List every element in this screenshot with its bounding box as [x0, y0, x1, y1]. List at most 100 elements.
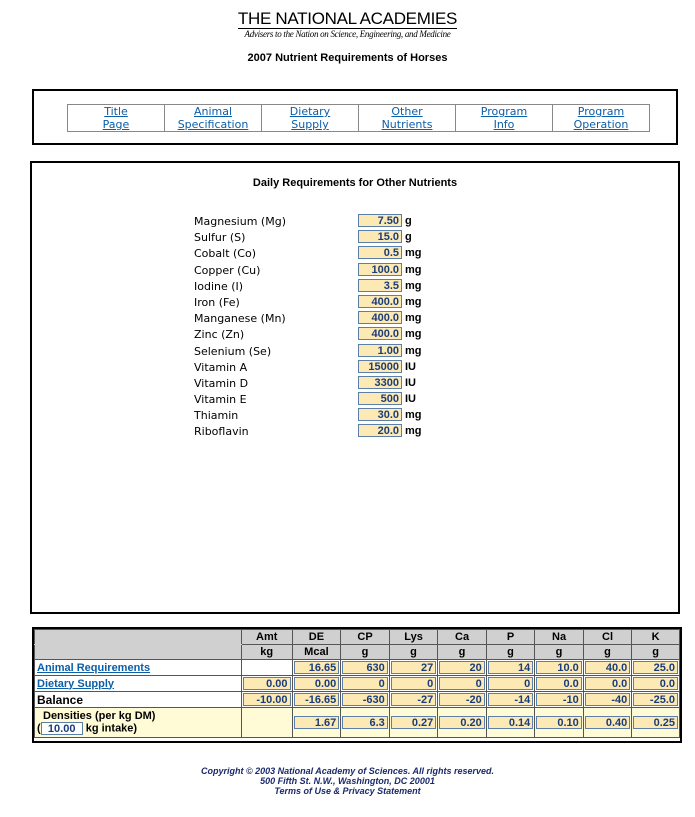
value-box: 20: [439, 661, 485, 674]
nutrient-unit: mg: [405, 409, 422, 422]
intake-input[interactable]: 10.00: [40, 722, 83, 735]
column-header: Cl: [582, 629, 633, 645]
animal-requirements-link[interactable]: Animal Requirements: [37, 661, 151, 674]
value-cell: 0: [437, 675, 487, 692]
nutrient-unit: IU: [405, 376, 416, 389]
nav-link-title-page[interactable]: Title Page: [102, 105, 130, 131]
value-box: 0.00: [242, 677, 291, 690]
nav-table: Title Page Animal Specification Dietary Sup…: [67, 104, 650, 132]
column-header: Amt: [240, 629, 293, 645]
value-cell: -630: [340, 691, 390, 708]
nutrient-label: Vitamin E: [194, 393, 247, 407]
value-box: 40.0: [584, 661, 631, 674]
nutrient-value: 400.0: [358, 294, 402, 308]
column-header: Lys: [388, 629, 439, 645]
summary-row: Animal Requirements 16.65 630 27 20 14 10.0 40.…: [34, 659, 680, 676]
density-cell: 0.20: [437, 707, 487, 738]
nutrient-unit: mg: [405, 263, 422, 276]
nutrient-value: 7.50: [358, 214, 402, 227]
value-box: 630: [342, 661, 388, 674]
nas-logo: THE NATIONAL ACADEMIES Advisers to the N…: [0, 9, 695, 40]
nutrient-value: 400.0: [358, 311, 402, 325]
value-box: 0.0: [536, 677, 582, 690]
densities-cell: Densities (per kg DM)(10.00 kg intake): [34, 707, 242, 738]
value-cell: 630: [340, 659, 390, 676]
nav-link-other-nutrients[interactable]: Other Nutrients: [381, 105, 433, 131]
value-box: 0: [342, 677, 388, 690]
nutrient-label: Vitamin A: [194, 360, 248, 374]
nutrient-unit: mg: [405, 295, 422, 308]
nutrient-unit: mg: [405, 425, 422, 438]
terms-link[interactable]: Terms of Use & Privacy Statement: [274, 786, 421, 796]
nav-link-animal-specification[interactable]: Animal Specification: [177, 105, 249, 131]
dietary-supply-link[interactable]: Dietary Supply: [37, 677, 115, 690]
nutrient-label: Vitamin D: [194, 376, 249, 390]
density-cell: 0.27: [388, 707, 439, 738]
column-unit: g: [582, 644, 633, 660]
density-box: 0.40: [584, 716, 631, 729]
value-box: -10.00: [242, 693, 291, 706]
density-box: 0.25: [633, 716, 678, 729]
nutrient-value: 400.0: [358, 327, 402, 341]
nav-cell-program-info: Program Info: [455, 104, 553, 132]
nav-link-dietary-supply[interactable]: Dietary Supply: [289, 105, 331, 131]
value-box: 0: [439, 677, 485, 690]
value-cell: -16.65: [291, 691, 342, 708]
column-unit: g: [388, 644, 439, 660]
nutrient-unit: mg: [405, 247, 422, 260]
density-cell: 1.67: [291, 707, 342, 738]
value-cell: 27: [388, 659, 439, 676]
value-cell: 0.0: [534, 675, 584, 692]
nutrient-label: Sulfur (S): [194, 231, 246, 245]
value-box: -20: [439, 693, 485, 706]
row-label: Dietary Supply: [34, 675, 242, 692]
header-blank: [34, 629, 242, 645]
column-unit: g: [437, 644, 487, 660]
value-cell: 0: [388, 675, 439, 692]
nav-cell-animal-specification: Animal Specification: [164, 104, 262, 132]
nutrient-value: 15.0: [358, 230, 402, 244]
nav-link-program-operation[interactable]: Program Operation: [573, 105, 629, 131]
header-blank: [34, 644, 242, 660]
nutrient-label: Manganese (Mn): [194, 312, 286, 326]
value-cell: 25.0: [631, 659, 680, 676]
density-box: 0.20: [439, 716, 485, 729]
density-box: 0.10: [536, 716, 582, 729]
value-box: 25.0: [633, 661, 678, 674]
density-box: 1.67: [293, 716, 340, 729]
nutrient-label: Copper (Cu): [194, 263, 261, 277]
column-unit: g: [485, 644, 536, 660]
value-cell: -25.0: [631, 691, 680, 708]
nav-cell-dietary-supply: Dietary Supply: [261, 104, 359, 132]
density-cell: 0.14: [485, 707, 536, 738]
nutrient-value: 30.0: [358, 408, 402, 422]
nutrient-value: 3300: [358, 375, 402, 389]
column-header: Na: [534, 629, 584, 645]
nav-link-program-info[interactable]: Program Info: [480, 105, 528, 131]
column-unit: g: [340, 644, 390, 660]
column-header: CP: [340, 629, 390, 645]
value-cell: [240, 659, 293, 676]
nutrient-label: Selenium (Se): [194, 344, 272, 358]
value-box: 27: [390, 661, 437, 674]
nutrient-unit: IU: [405, 360, 416, 373]
summary-row: kg Mcal g g g g g g g: [34, 644, 680, 660]
value-cell: 0.00: [291, 675, 342, 692]
row-label: Animal Requirements: [34, 659, 242, 676]
value-cell: 0: [340, 675, 390, 692]
nutrient-label: Zinc (Zn): [194, 328, 245, 342]
nutrient-value: 3.5: [358, 278, 402, 292]
density-cell: 0.40: [582, 707, 633, 738]
column-unit: g: [534, 644, 584, 660]
nutrient-unit: IU: [405, 393, 416, 406]
value-cell: -40: [582, 691, 633, 708]
address-text: 500 Fifth St. N.W., Washington, DC 20001: [260, 776, 435, 786]
value-cell: 0: [485, 675, 536, 692]
value-cell: -10: [534, 691, 584, 708]
nav-cell-title-page: Title Page: [67, 104, 165, 132]
nutrient-label: Iron (Fe): [194, 295, 240, 309]
nutrient-value: 1.00: [358, 343, 402, 357]
density-cell: 0.25: [631, 707, 680, 738]
nutrient-unit: mg: [405, 312, 422, 325]
